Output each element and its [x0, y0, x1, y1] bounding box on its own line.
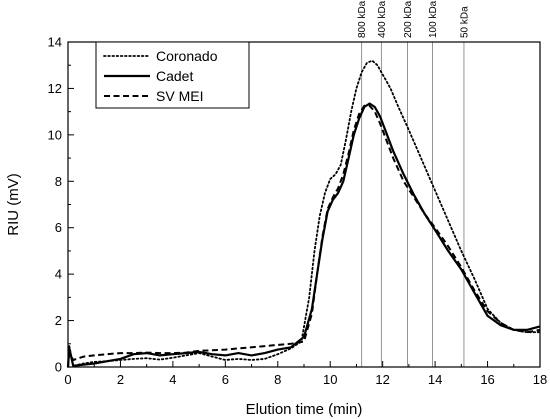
- y-tick-label-1: 2: [55, 313, 62, 328]
- x-tick-label-6: 12: [375, 372, 389, 387]
- legend: Coronado Cadet SV MEI: [95, 41, 250, 109]
- marker-label-4: 50 kDa: [459, 6, 470, 38]
- x-tick-label-9: 18: [533, 372, 547, 387]
- marker-label-3: 100 kDa: [428, 0, 439, 38]
- y-axis-title: RIU (mV): [5, 173, 22, 236]
- y-tick-label-3: 6: [55, 220, 62, 235]
- y-axis: 0 2 4 6 8 10 12 14: [48, 35, 74, 375]
- legend-label-2: SV MEI: [156, 88, 203, 104]
- y-tick-label-7: 14: [48, 35, 62, 50]
- series-line-sv-mei: [67, 104, 541, 368]
- y-tick-label-2: 4: [55, 267, 62, 282]
- series-lines: [66, 59, 541, 368]
- x-tick-label-7: 14: [428, 372, 442, 387]
- marker-label-2: 200 kDa: [403, 0, 414, 38]
- marker-label-0: 800 kDa: [357, 0, 368, 38]
- y-tick-label-5: 10: [48, 127, 62, 142]
- legend-label-1: Cadet: [156, 68, 193, 84]
- x-tick-label-5: 10: [323, 372, 337, 387]
- x-tick-label-3: 6: [222, 372, 229, 387]
- y-tick-label-6: 12: [48, 81, 62, 96]
- x-tick-label-0: 0: [64, 372, 71, 387]
- x-tick-label-4: 8: [274, 372, 281, 387]
- x-tick-label-1: 2: [117, 372, 124, 387]
- x-axis: 0 2 4 6 8 10 12 14 16 18: [64, 361, 547, 387]
- series-line-coronado: [67, 59, 541, 368]
- legend-label-0: Coronado: [156, 48, 218, 64]
- x-axis-title: Elution time (min): [246, 401, 363, 418]
- y-tick-label-0: 0: [55, 360, 62, 375]
- marker-label-1: 400 kDa: [377, 0, 388, 38]
- marker-lines: 800 kDa 400 kDa 200 kDa 100 kDa 50 kDa: [357, 0, 470, 367]
- x-tick-label-8: 16: [480, 372, 494, 387]
- x-tick-label-2: 4: [169, 372, 176, 387]
- y-tick-label-4: 8: [55, 174, 62, 189]
